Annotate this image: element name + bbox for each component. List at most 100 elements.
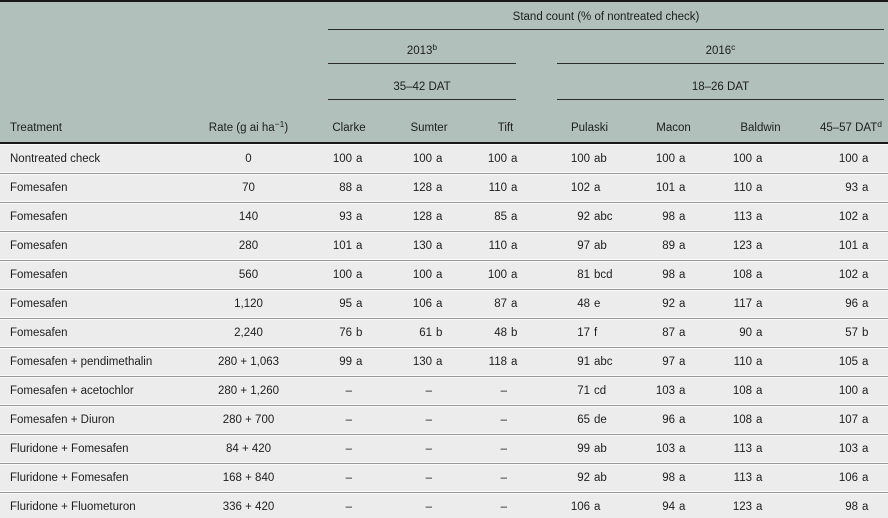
value-number: 100 [332,152,352,165]
treatment-cell: Fluridone + Fomesafen [0,434,195,463]
value-cell-layout: 110 a [462,240,537,252]
value-cell-layout: – [382,443,462,455]
value-cell: 57 b [782,318,888,347]
significance-letter: ab [594,472,607,484]
value-cell-layout: – [302,501,382,513]
significance-letter: a [436,152,443,165]
value-number: 108 [732,269,752,281]
value-cell-layout: 102 a [537,182,620,194]
rate-cell: 70 [195,173,302,202]
table-row: Fomesafen 2,240 76 b 61 b 48 b 17 f 87 a 90 a 57 b [0,318,888,347]
value-number: 96 [662,414,675,426]
significance-letter: a [862,501,869,513]
value-cell-layout: – [382,414,462,426]
rate-cell: 84 + 420 [195,434,302,463]
rate-cell: 560 [195,260,302,289]
column-header-baldwin: Baldwin [705,100,782,144]
value-cell: 106 a [382,289,462,318]
value-cell-layout: 85 a [462,211,537,223]
table-row: Fomesafen 1,120 95 a 106 a 87 a 48 e 92 a 117 a 96 a [0,289,888,318]
value-cell: 93 a [782,173,888,202]
value-cell: – [302,405,382,434]
value-cell: 92 ab [537,463,620,492]
column-header-sumter: Sumter [382,100,462,144]
value-cell-layout: 103 a [782,443,888,455]
significance-letter: a [436,269,443,281]
value-cell-layout: 101 a [302,240,382,252]
table-row: Fluridone + Fluometuron 336 + 420– – –106 a 9… [0,492,888,518]
rate-cell: 140 [195,202,302,231]
column-header-treatment: Treatment [0,100,195,144]
significance-letter: a [679,501,686,513]
value-number: 93 [339,211,352,223]
value-cell: 130 a [382,231,462,260]
treatment-cell: Nontreated check [0,144,195,173]
significance-letter: b [436,327,443,339]
treatment-cell: Fomesafen [0,231,195,260]
value-cell: 93 a [302,202,382,231]
value-cell: – [462,492,537,518]
value-cell-layout: 123 a [705,501,782,513]
value-number: 65 [577,414,590,426]
value-cell-layout: 95 a [302,298,382,310]
significance-letter: a [679,240,686,252]
significance-letter: a [862,182,869,194]
value-cell-layout: 110 a [462,182,537,194]
value-number: 100 [732,152,752,165]
value-cell-layout: 107 a [782,414,888,426]
value-cell-layout: 106 a [382,298,462,310]
significance-letter: a [436,182,443,194]
significance-letter: a [862,298,869,310]
significance-letter: a [511,182,518,194]
value-cell-layout: 103 a [620,385,705,397]
significance-letter: abc [594,356,613,368]
significance-letter: a [511,240,518,252]
value-number: 110 [733,356,752,368]
value-cell: – [462,405,537,434]
value-number: – [345,414,352,426]
value-cell: 17 f [537,318,620,347]
value-number: 108 [732,414,752,426]
significance-letter: a [679,152,686,165]
value-cell-layout: 110 a [705,356,782,368]
value-cell: – [382,405,462,434]
treatment-cell: Fomesafen [0,202,195,231]
significance-letter: a [862,414,869,426]
value-cell-layout: 48 e [537,298,620,310]
value-cell-layout: – [302,385,382,397]
column-header-45-57-dat: 45–57 DATd [782,100,888,144]
value-number: 103 [655,443,675,455]
table-row: Fomesafen + acetochlor 280 + 1,260 – – – 71 cd… [0,376,888,405]
significance-letter: a [756,443,763,455]
significance-letter: b [356,327,363,339]
significance-letter: a [862,356,869,368]
value-number: 17 [577,327,590,339]
value-cell: 103 a [620,434,705,463]
value-number: 102 [838,211,858,223]
value-cell-layout: 96 a [620,414,705,426]
value-number: 97 [662,356,675,368]
value-number: 90 [739,327,752,339]
significance-letter: a [862,472,869,484]
footnote-marker-b: b [432,42,438,52]
rate-cell: 0 [195,144,302,173]
period-2016-rule: 18–26 DAT [557,81,884,100]
value-cell: – [302,376,382,405]
value-number: 103 [838,443,858,455]
value-number: 128 [412,211,432,223]
column-header-label: Tift [497,122,514,134]
value-cell-layout: 92 abc [537,211,620,223]
value-cell-layout: – [302,472,382,484]
value-number: 101 [332,240,352,252]
value-cell: 48 b [462,318,537,347]
footnote-marker-c: c [731,42,736,52]
value-number: 100 [412,152,432,165]
value-number: 100 [838,385,858,397]
significance-letter: a [356,298,363,310]
value-cell: 65 de [537,405,620,434]
value-cell-layout: 100 a [462,153,537,165]
value-cell: 108 a [705,260,782,289]
value-number: 113 [733,472,752,484]
value-number: 94 [662,501,675,513]
value-cell: 101 a [782,231,888,260]
